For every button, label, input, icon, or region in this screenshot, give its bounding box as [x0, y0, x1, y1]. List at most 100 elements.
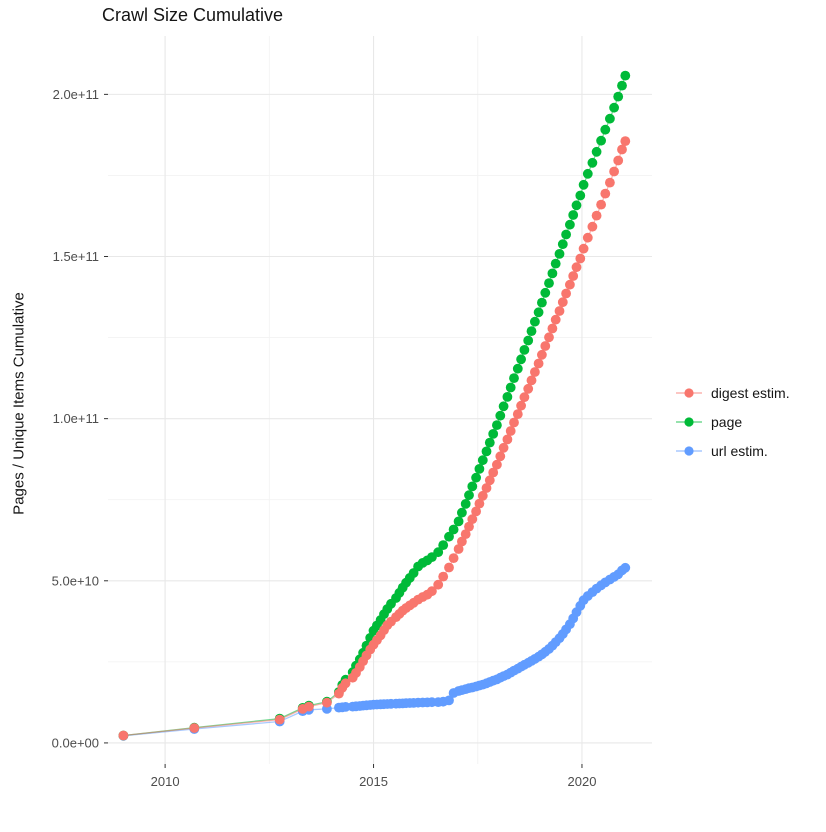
data-point [523, 335, 534, 346]
data-point [554, 249, 565, 259]
data-point [557, 297, 568, 308]
data-point [530, 316, 540, 327]
data-point [189, 723, 200, 733]
data-point [620, 70, 631, 81]
data-point [523, 383, 534, 394]
legend: digest estim. page url estim. [676, 378, 790, 465]
y-tick-label: 1.0e+11 [53, 411, 99, 426]
data-point [591, 146, 602, 157]
legend-label-page: page [711, 413, 743, 430]
x-tick-label: 2010 [151, 774, 180, 789]
data-point [492, 459, 502, 470]
data-point [516, 400, 526, 411]
data-point [474, 464, 485, 474]
y-tick-label: 0.0e+00 [52, 735, 99, 750]
data-point [502, 434, 513, 445]
data-point [438, 571, 449, 582]
data-point [578, 243, 589, 254]
data-point [620, 136, 631, 147]
data-point [460, 499, 471, 509]
data-point [582, 232, 593, 243]
data-point [537, 349, 547, 360]
x-tick-label: 2020 [568, 774, 597, 789]
data-point [460, 529, 471, 539]
data-point [453, 544, 464, 554]
data-point [433, 547, 444, 558]
legend-key-dot [684, 387, 694, 398]
data-point [605, 113, 615, 124]
data-point [596, 135, 606, 146]
data-point [340, 678, 351, 689]
data-point [512, 409, 523, 419]
data-point [544, 278, 554, 288]
data-point [502, 392, 513, 402]
data-point [444, 562, 454, 573]
legend-item-digest-estim: digest estim. [676, 378, 790, 407]
data-point [509, 417, 519, 428]
data-point [492, 420, 502, 430]
data-point [477, 455, 488, 466]
data-point [274, 714, 285, 725]
data-point [561, 288, 571, 299]
data-point [547, 268, 558, 279]
data-point [457, 536, 467, 547]
data-point [587, 157, 598, 168]
data-point [512, 363, 523, 374]
data-point [488, 467, 499, 478]
data-point [571, 262, 582, 273]
legend-label-digest-estim: digest estim. [711, 384, 790, 401]
legend-item-page: page [676, 407, 790, 436]
data-point [467, 481, 478, 492]
data-point [444, 531, 454, 542]
data-point [617, 144, 627, 155]
data-point [609, 166, 619, 177]
chart-title: Crawl Size Cumulative [102, 5, 284, 25]
y-axis-title: Pages / Unique Items Cumulative [10, 292, 28, 515]
data-point [444, 695, 454, 706]
data-point [550, 258, 561, 269]
data-point [600, 124, 611, 135]
data-point [438, 540, 449, 550]
data-point [530, 367, 540, 377]
data-point [481, 446, 492, 457]
data-point [544, 332, 554, 343]
data-point [118, 730, 129, 741]
data-point [571, 200, 582, 211]
data-point [575, 190, 586, 201]
data-point [561, 229, 571, 240]
data-point [484, 475, 495, 486]
data-point [600, 188, 611, 199]
data-point [488, 429, 499, 439]
data-point [505, 382, 516, 393]
data-point [591, 210, 602, 221]
data-point [533, 307, 544, 318]
y-tick-label: 1.5e+11 [53, 249, 99, 264]
data-point [457, 507, 467, 518]
data-point [498, 442, 509, 453]
data-point [484, 437, 495, 448]
url-estim-key-icon [676, 445, 702, 456]
data-point [448, 524, 459, 535]
data-point [477, 490, 488, 501]
data-point [340, 702, 351, 712]
data-point [568, 210, 579, 220]
data-point [495, 410, 506, 421]
data-point [568, 271, 579, 281]
data-point [464, 521, 474, 532]
digest-estim-key-icon [676, 387, 702, 398]
legend-key-dot [684, 416, 694, 427]
data-point [609, 102, 619, 113]
data-point [433, 579, 444, 590]
data-point [474, 498, 485, 509]
data-point [613, 91, 624, 102]
data-point [565, 279, 575, 290]
data-point [578, 179, 589, 190]
y-tick-label: 5.0e+10 [52, 573, 99, 588]
data-point [304, 701, 314, 712]
data-point [509, 373, 519, 383]
data-point [540, 341, 551, 351]
data-point [575, 253, 586, 264]
data-point [453, 516, 464, 527]
data-point [481, 483, 492, 493]
